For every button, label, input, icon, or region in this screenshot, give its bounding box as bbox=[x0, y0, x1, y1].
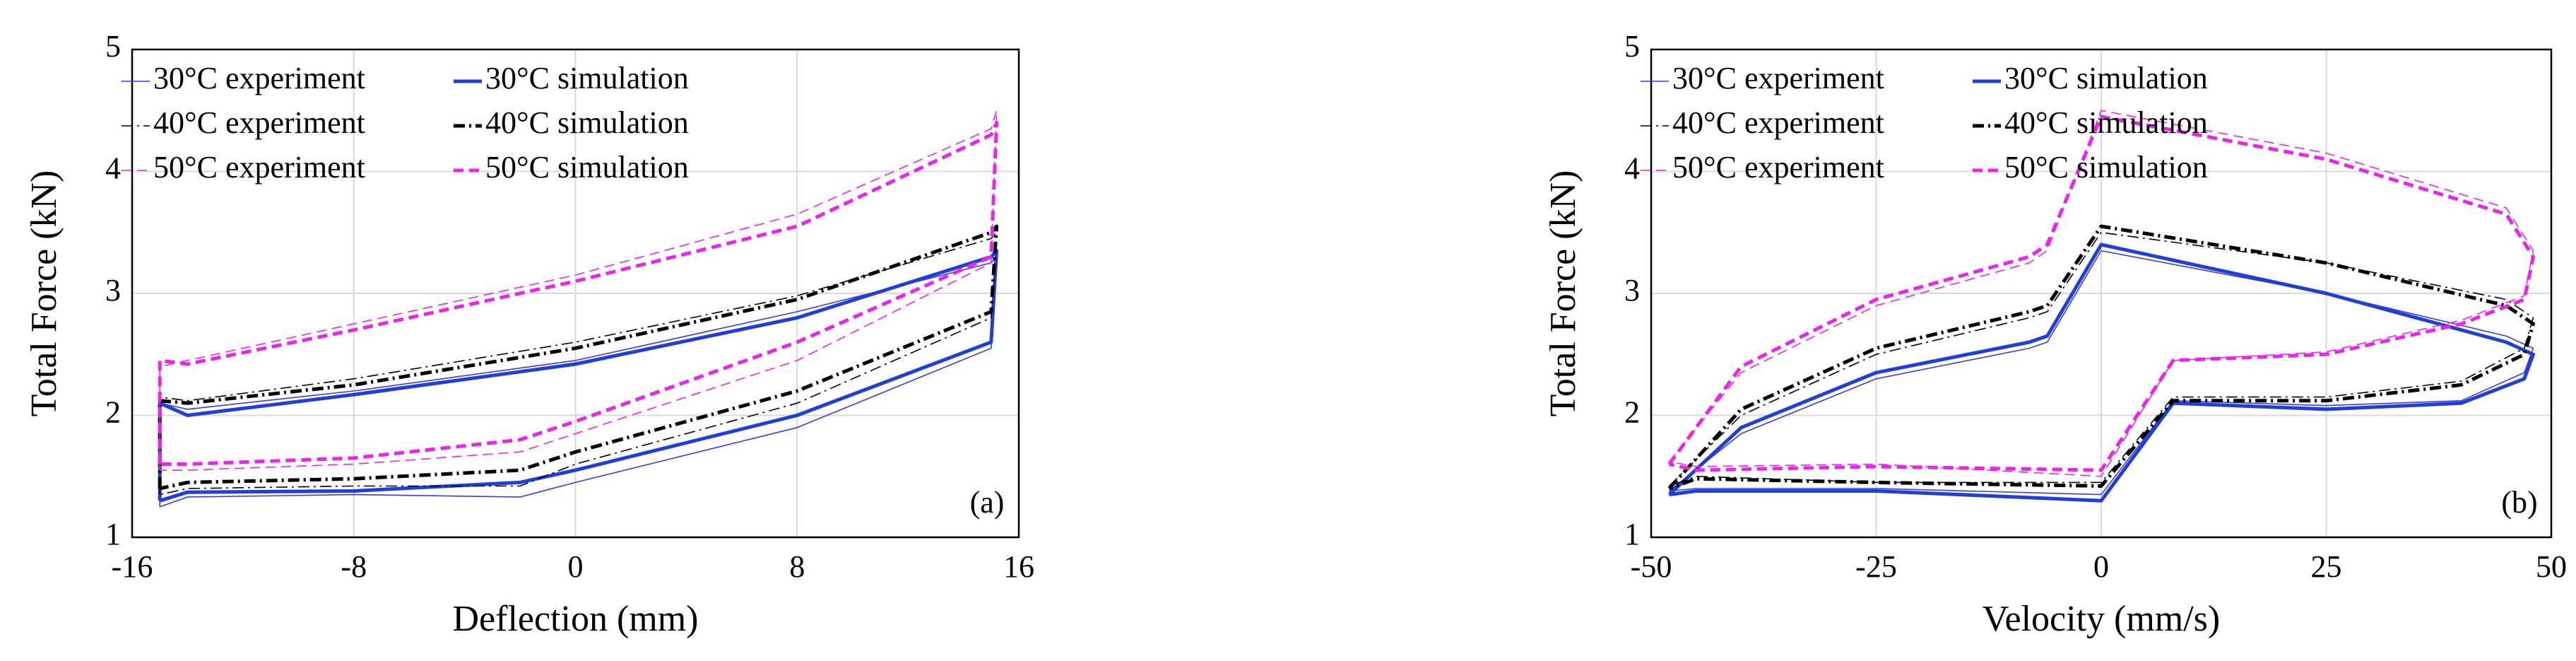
legend-label: 40°C experiment bbox=[153, 105, 365, 140]
plot-frame bbox=[131, 48, 1020, 539]
series-line bbox=[1667, 115, 2535, 472]
series-line bbox=[1669, 250, 2534, 496]
y-tick-label: 3 bbox=[105, 273, 121, 308]
legend-label: 30°C simulation bbox=[485, 61, 689, 95]
y-tick-label: 1 bbox=[1624, 517, 1640, 551]
annotation: (b) bbox=[2501, 485, 2537, 520]
series-line bbox=[159, 232, 998, 496]
legend-label: 40°C simulation bbox=[485, 105, 689, 140]
series-line bbox=[158, 224, 999, 491]
x-tick-label: 50 bbox=[2536, 549, 2567, 584]
y-tick-label: 5 bbox=[105, 29, 121, 64]
series-line bbox=[158, 121, 999, 466]
series-line bbox=[1667, 242, 2535, 503]
x-axis-title: Deflection (mm) bbox=[453, 599, 699, 639]
series-line bbox=[1668, 232, 2534, 487]
legend-label: 30°C experiment bbox=[1672, 61, 1884, 95]
legend-label: 30°C experiment bbox=[153, 61, 365, 95]
y-tick-label: 5 bbox=[1624, 29, 1640, 64]
legend-label: 50°C experiment bbox=[1672, 150, 1884, 185]
series-line bbox=[158, 249, 999, 503]
x-tick-label: -25 bbox=[1855, 549, 1897, 584]
legend-label: 50°C experiment bbox=[153, 150, 365, 185]
legend-label: 30°C simulation bbox=[2004, 61, 2208, 95]
x-tick-label: -50 bbox=[1631, 549, 1672, 584]
legend-label: 40°C experiment bbox=[1672, 105, 1884, 140]
y-tick-label: 2 bbox=[1624, 395, 1640, 430]
y-tick-label: 4 bbox=[1624, 151, 1640, 186]
y-tick-label: 1 bbox=[105, 517, 121, 551]
x-tick-label: 0 bbox=[568, 549, 584, 584]
annotation: (a) bbox=[970, 485, 1005, 520]
y-tick-label: 2 bbox=[105, 395, 121, 430]
x-tick-label: 25 bbox=[2311, 549, 2342, 584]
y-tick-label: 3 bbox=[1624, 273, 1640, 308]
legend-label: 50°C simulation bbox=[2004, 150, 2208, 185]
legend-label: 50°C simulation bbox=[485, 150, 689, 185]
chart: 1 2 3 4 5 -16 -8 0 8 16 Deflection (mm) Total Force… bbox=[24, 29, 1034, 639]
chart: 1 2 3 4 5 -50 -25 0 25 50 Velocity (mm/s) Total For… bbox=[1543, 29, 2567, 639]
x-tick-label: -8 bbox=[341, 549, 367, 584]
series-line bbox=[1668, 110, 2534, 477]
series-line bbox=[159, 110, 998, 471]
y-axis-title: Total Force (kN) bbox=[1543, 170, 1583, 417]
x-tick-label: 8 bbox=[789, 549, 805, 584]
series-line bbox=[1667, 224, 2535, 491]
x-tick-label: -16 bbox=[112, 549, 153, 584]
plot-frame bbox=[1650, 48, 2553, 539]
x-tick-label: 16 bbox=[1003, 549, 1034, 584]
y-axis-title: Total Force (kN) bbox=[24, 170, 64, 417]
y-tick-label: 4 bbox=[105, 151, 121, 186]
x-tick-label: 0 bbox=[2093, 549, 2109, 584]
legend-label: 40°C simulation bbox=[2004, 105, 2208, 140]
x-axis-title: Velocity (mm/s) bbox=[1983, 599, 2221, 639]
